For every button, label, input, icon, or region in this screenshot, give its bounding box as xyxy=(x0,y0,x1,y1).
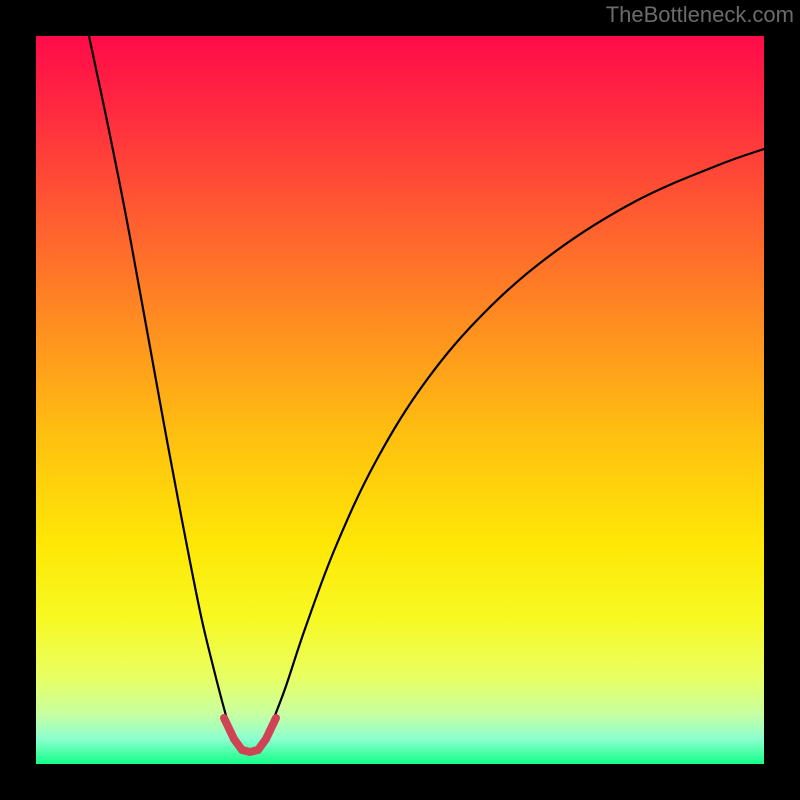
gradient-background xyxy=(36,36,764,764)
watermark-text: TheBottleneck.com xyxy=(606,2,794,28)
plot-area xyxy=(36,36,764,764)
chart-container: TheBottleneck.com xyxy=(0,0,800,800)
bottleneck-chart xyxy=(0,0,800,800)
